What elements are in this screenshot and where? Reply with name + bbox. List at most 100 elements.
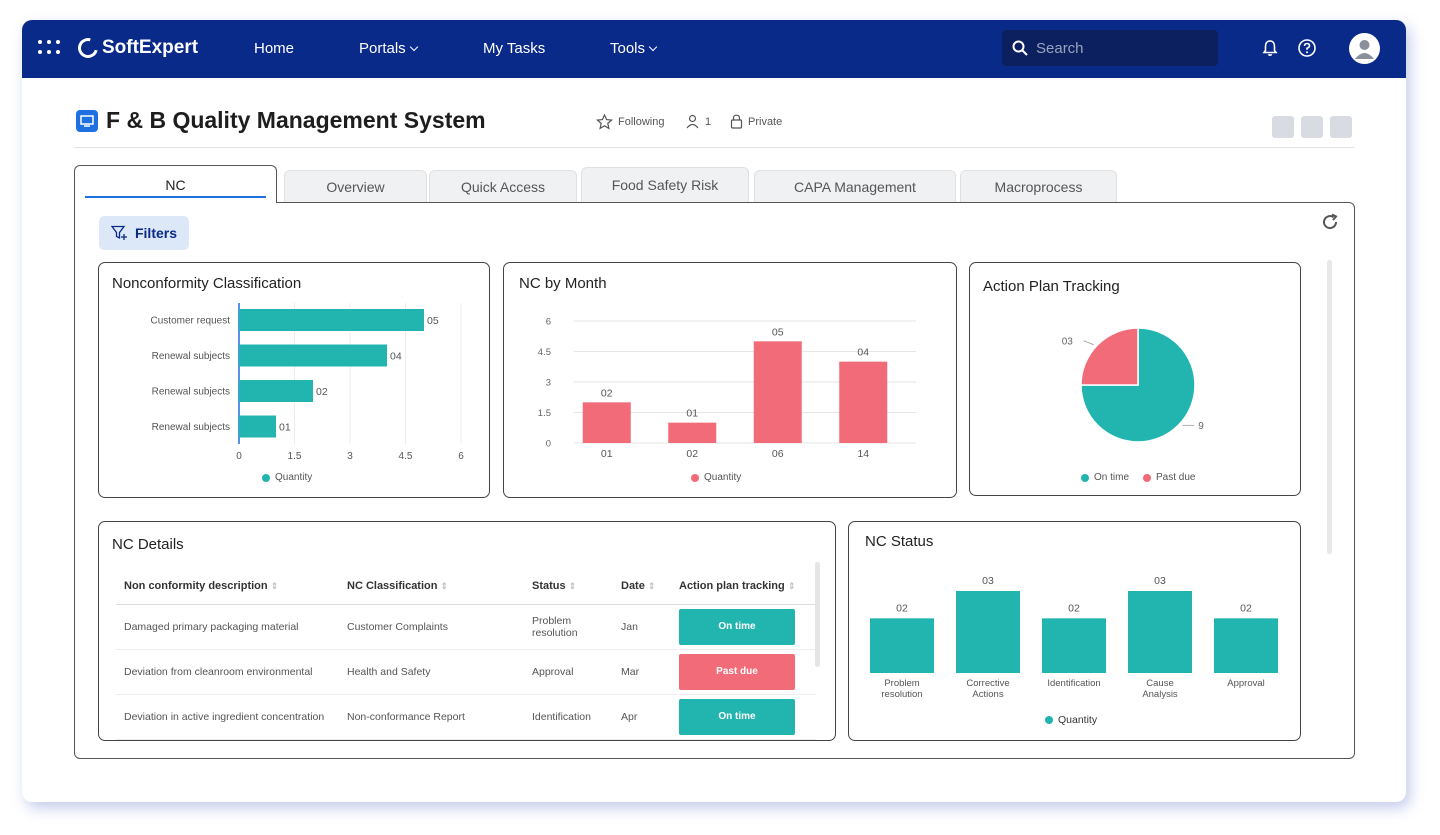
- tab-quick-access[interactable]: Quick Access: [429, 170, 577, 202]
- bar: [753, 341, 802, 443]
- dashboard-scrollbar[interactable]: [1327, 260, 1332, 554]
- data-label: 05: [427, 315, 439, 327]
- bar: [239, 309, 424, 331]
- card-title: NC by Month: [519, 275, 607, 292]
- members-count[interactable]: 1: [685, 114, 711, 129]
- data-label: 01: [279, 422, 291, 434]
- filters-button[interactable]: Filters: [99, 216, 189, 250]
- chart-legend: Quantity: [1045, 714, 1097, 726]
- follow-toggle[interactable]: Following: [596, 114, 664, 130]
- search-input[interactable]: [1036, 39, 1206, 57]
- pie-slice: [1080, 327, 1139, 386]
- data-label: 03: [982, 575, 994, 587]
- chart-legend: Quantity: [262, 472, 312, 483]
- x-tick-label: 1.5: [288, 451, 302, 462]
- tab-nc[interactable]: NC: [74, 165, 277, 203]
- bar: [870, 618, 934, 673]
- table-scrollbar[interactable]: [815, 562, 820, 667]
- bar: [1214, 618, 1278, 673]
- chart-legend: Quantity: [691, 472, 741, 483]
- tab-label: Overview: [326, 178, 385, 195]
- column-header-status[interactable]: Status ⇕: [524, 568, 613, 605]
- card-title: NC Status: [865, 533, 934, 550]
- column-header-description[interactable]: Non conformity description ⇕: [116, 568, 339, 605]
- category-label: Customer request: [151, 316, 231, 327]
- tab-overview[interactable]: Overview: [284, 170, 427, 202]
- sort-icon: ⇕: [787, 580, 796, 591]
- minimize-button[interactable]: [1330, 116, 1352, 138]
- legend-swatch: [1081, 473, 1089, 482]
- x-tick-label: Corrective: [966, 678, 1009, 689]
- x-tick-label: 14: [857, 448, 869, 460]
- user-icon: [1355, 40, 1374, 59]
- bar: [239, 380, 313, 402]
- nav-home[interactable]: Home: [254, 40, 294, 57]
- column-header-classification[interactable]: NC Classification ⇕: [339, 568, 524, 605]
- legend-label: Quantity: [1058, 714, 1098, 726]
- cell-classification: Customer Complaints: [339, 604, 524, 650]
- cell-description: Deviation from cleanroom environmental: [116, 649, 339, 695]
- legend-swatch: [262, 473, 270, 482]
- search-box: [1002, 30, 1218, 66]
- bell-icon[interactable]: [1260, 38, 1280, 58]
- cell-status: Approval: [524, 649, 613, 695]
- nav-tools[interactable]: Tools: [610, 40, 658, 57]
- tracking-badge: On time: [679, 608, 795, 645]
- nonconformity-classification-chart: 0 1.5 3 4.5 6 Customer request 05 Renewal subje…: [151, 303, 464, 462]
- top-navigation-bar: SoftExpert Home Portals My Tasks Tools: [22, 20, 1406, 78]
- expand-button[interactable]: [1301, 116, 1323, 138]
- bar: [1128, 591, 1192, 673]
- y-tick-label: 4.5: [538, 347, 551, 358]
- chart-legend: On time Past due: [1081, 472, 1196, 483]
- data-label: 04: [390, 351, 402, 363]
- x-tick-label: Problem: [884, 678, 919, 689]
- column-header-tracking[interactable]: Action plan tracking ⇕: [671, 568, 816, 605]
- nc-details-card: NC Details Non conformity description ⇕ …: [98, 521, 836, 741]
- card-title: NC Details: [112, 536, 184, 553]
- apps-grid-icon[interactable]: [38, 40, 60, 56]
- filter-icon: [110, 225, 127, 240]
- legend-label: Quantity: [704, 472, 742, 483]
- help-icon[interactable]: [1297, 38, 1317, 58]
- search-icon: [1012, 40, 1028, 56]
- data-label: 05: [772, 326, 784, 338]
- pie-leader-line: [1083, 340, 1094, 346]
- bar: [239, 344, 387, 367]
- cell-date: Mar: [613, 649, 671, 695]
- table-row[interactable]: Deviation from cleanroom environmental H…: [116, 649, 816, 695]
- bar: [668, 422, 717, 443]
- tab-label: NC: [165, 176, 186, 193]
- nav-my-tasks[interactable]: My Tasks: [483, 40, 545, 57]
- nav-portals[interactable]: Portals: [359, 40, 418, 57]
- legend-swatch: [691, 473, 699, 482]
- table-row[interactable]: Deviation in active ingredient concentra…: [116, 694, 816, 740]
- cell-description: Deviation in active ingredient concentra…: [116, 694, 339, 740]
- y-tick-label: 6: [546, 317, 551, 328]
- layout-button[interactable]: [1272, 116, 1294, 138]
- tab-label: Food Safety Risk: [611, 177, 719, 193]
- legend-swatch: [1143, 473, 1152, 482]
- tab-macroprocess[interactable]: Macroprocess: [960, 170, 1117, 202]
- brand-logo[interactable]: SoftExpert: [74, 34, 199, 62]
- card-title: Action Plan Tracking: [983, 278, 1120, 295]
- brand-name: SoftExpert: [102, 37, 199, 58]
- sort-icon: ⇕: [568, 580, 577, 591]
- column-header-label: Action plan tracking: [679, 579, 785, 592]
- refresh-icon[interactable]: [1320, 212, 1340, 232]
- x-tick-label: resolution: [881, 689, 922, 700]
- tab-capa-management[interactable]: CAPA Management: [754, 170, 956, 202]
- sort-icon: ⇕: [270, 580, 279, 591]
- table-row[interactable]: Damaged primary packaging material Custo…: [116, 604, 816, 650]
- y-tick-label: 3: [546, 378, 551, 389]
- bar: [956, 591, 1020, 673]
- cell-classification: Non-conformance Report: [339, 694, 524, 740]
- tab-food-safety-risk[interactable]: Food Safety Risk: [581, 167, 749, 202]
- data-label: 01: [686, 408, 698, 420]
- user-avatar[interactable]: [1349, 33, 1380, 64]
- tracking-badge: Past due: [679, 653, 795, 690]
- column-header-date[interactable]: Date ⇕: [613, 568, 671, 605]
- cell-status: Problem resolution: [524, 604, 613, 650]
- x-tick-label: Analysis: [1142, 689, 1178, 700]
- filters-label: Filters: [134, 225, 177, 241]
